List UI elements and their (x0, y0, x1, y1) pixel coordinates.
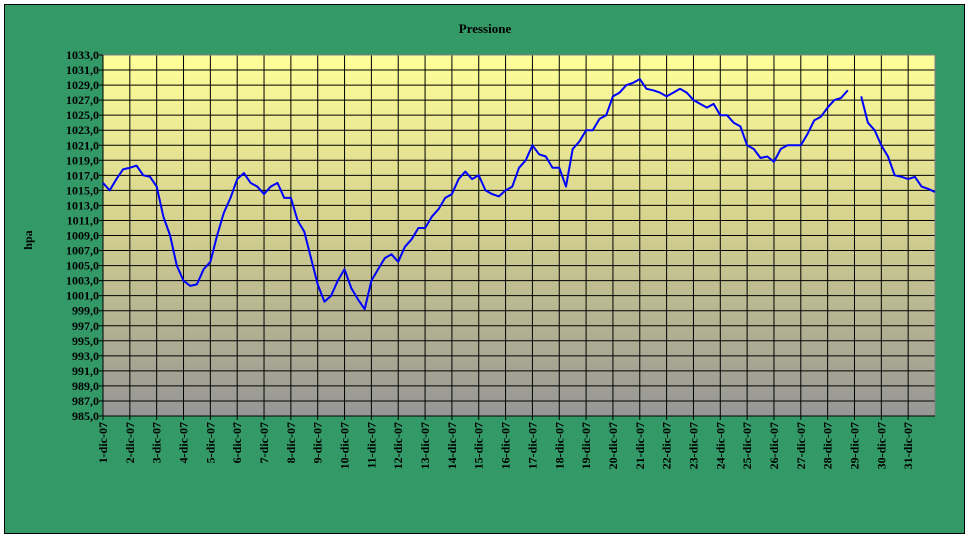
x-tick-label: 4-dic-07 (177, 422, 191, 463)
y-tick-label: 1021,0 (66, 138, 99, 152)
x-tick-label: 14-dic-07 (445, 422, 459, 469)
y-tick-label: 1019,0 (66, 153, 99, 167)
y-tick-label: 1023,0 (66, 123, 99, 137)
x-tick-label: 2-dic-07 (123, 422, 137, 463)
x-tick-label: 28-dic-07 (821, 422, 835, 469)
y-tick-label: 1025,0 (66, 108, 99, 122)
y-tick-label: 1007,0 (66, 244, 99, 258)
x-tick-label: 6-dic-07 (230, 422, 244, 463)
x-tick-label: 21-dic-07 (633, 422, 647, 469)
y-tick-label: 1015,0 (66, 183, 99, 197)
x-tick-label: 8-dic-07 (284, 422, 298, 463)
x-tick-label: 30-dic-07 (874, 422, 888, 469)
x-tick-label: 20-dic-07 (606, 422, 620, 469)
x-tick-label: 26-dic-07 (767, 422, 781, 469)
x-tick-label: 29-dic-07 (847, 422, 861, 469)
x-tick-label: 11-dic-07 (364, 422, 378, 469)
y-tick-label: 1031,0 (66, 63, 99, 77)
x-tick-label: 13-dic-07 (418, 422, 432, 469)
x-tick-label: 9-dic-07 (311, 422, 325, 463)
y-tick-label: 1013,0 (66, 198, 99, 212)
y-tick-label: 1009,0 (66, 229, 99, 243)
x-tick-label: 5-dic-07 (203, 422, 217, 463)
x-tick-label: 27-dic-07 (794, 422, 808, 469)
x-tick-label: 3-dic-07 (150, 422, 164, 463)
y-tick-label: 989,0 (72, 379, 99, 393)
y-tick-label: 987,0 (72, 394, 99, 408)
y-tick-label: 999,0 (72, 304, 99, 318)
y-tick-label: 1029,0 (66, 78, 99, 92)
y-tick-label: 993,0 (72, 349, 99, 363)
y-tick-label: 995,0 (72, 334, 99, 348)
y-tick-label: 997,0 (72, 319, 99, 333)
x-tick-label: 22-dic-07 (660, 422, 674, 469)
y-tick-label: 985,0 (72, 409, 99, 423)
x-tick-label: 10-dic-07 (338, 422, 352, 469)
x-tick-label: 19-dic-07 (579, 422, 593, 469)
data-line (102, 78, 936, 311)
x-tick-label: 12-dic-07 (391, 422, 405, 469)
x-tick-label: 25-dic-07 (740, 422, 754, 469)
y-tick-label: 1033,0 (66, 48, 99, 62)
x-tick-label: 7-dic-07 (257, 422, 271, 463)
y-tick-label: 1001,0 (66, 289, 99, 303)
chart-title: Pressione (459, 21, 512, 36)
y-tick-label: 1027,0 (66, 93, 99, 107)
x-tick-label: 17-dic-07 (525, 422, 539, 469)
x-tick-label: 23-dic-07 (686, 422, 700, 469)
x-tick-label: 1-dic-07 (96, 422, 110, 463)
x-tick-label: 15-dic-07 (472, 422, 486, 469)
x-tick-label: 16-dic-07 (499, 422, 513, 469)
x-tick-label: 18-dic-07 (552, 422, 566, 469)
x-tick-label: 24-dic-07 (713, 422, 727, 469)
y-tick-label: 1005,0 (66, 259, 99, 273)
y-tick-label: 991,0 (72, 364, 99, 378)
y-tick-label: 1017,0 (66, 168, 99, 182)
y-axis-label: hpa (21, 230, 35, 249)
y-tick-label: 1011,0 (67, 213, 99, 227)
x-tick-label: 31-dic-07 (901, 422, 915, 469)
y-tick-label: 1003,0 (66, 274, 99, 288)
